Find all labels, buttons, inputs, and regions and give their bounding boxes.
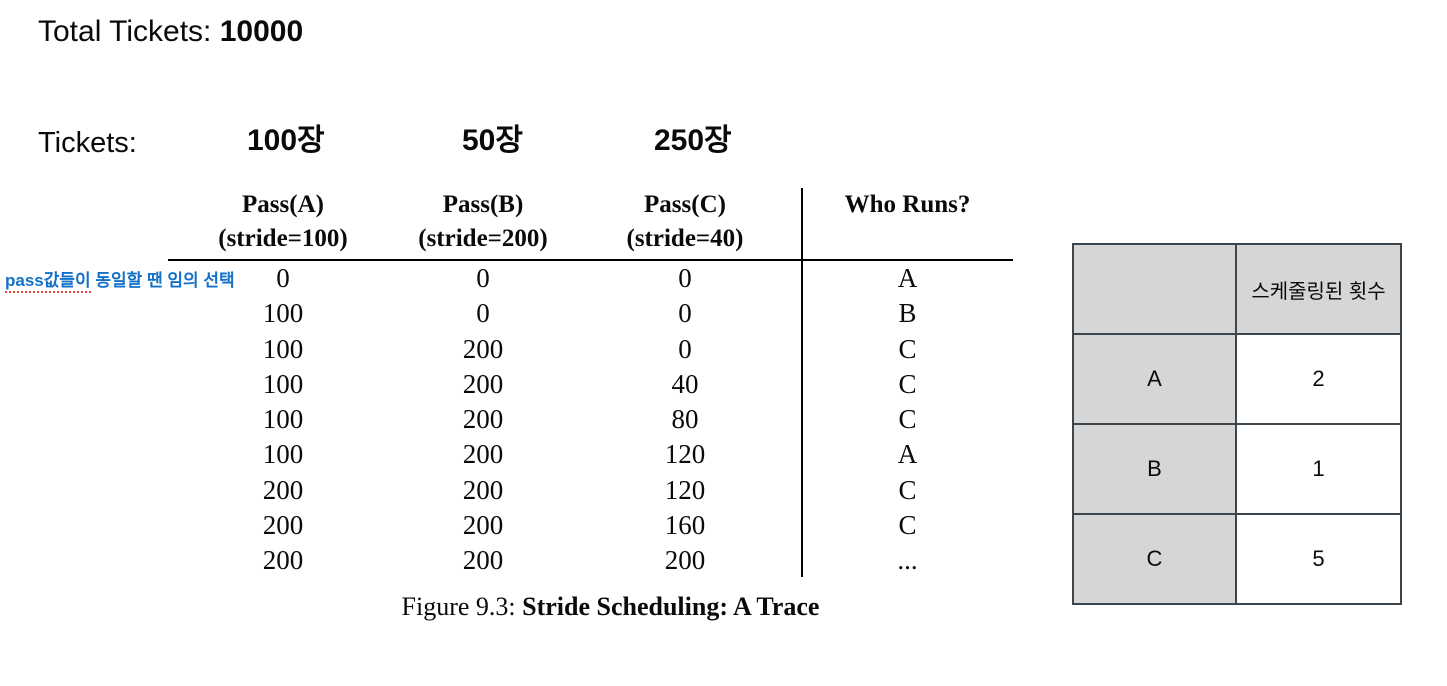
pass-b-value: 200 <box>462 474 504 505</box>
pass-c-value: 0 <box>678 298 692 329</box>
pass-b-stride: (stride=200) <box>418 225 548 252</box>
pass-a-stride: (stride=100) <box>218 225 348 252</box>
pass-a-value: 200 <box>262 510 304 541</box>
pass-c-title: Pass(C) <box>644 191 726 218</box>
trace-row: 100 0 0 B <box>168 296 1013 331</box>
annotation-underlined-word: pass값들이 <box>5 271 91 293</box>
pass-a-value: 100 <box>262 439 304 470</box>
who-runs-divider-line <box>801 188 803 577</box>
pass-b-value: 0 <box>476 263 490 293</box>
pass-b-value: 200 <box>462 439 504 470</box>
trace-row: 100 200 80 C <box>168 402 1013 437</box>
pass-c-value: 0 <box>678 333 692 364</box>
ticket-count-a: 100장 <box>247 124 325 157</box>
process-count: 5 <box>1235 513 1402 605</box>
trace-row: 200 200 200 ... <box>168 543 1013 578</box>
pass-a-value: 100 <box>262 333 304 364</box>
process-count: 2 <box>1235 333 1402 425</box>
ticket-count-b: 50장 <box>462 124 523 157</box>
pass-c-value: 200 <box>664 545 706 576</box>
pass-a-value: 100 <box>262 298 304 329</box>
figure-caption: Figure 9.3: Stride Scheduling: A Trace <box>168 592 1013 622</box>
pass-b-value: 200 <box>462 368 504 399</box>
trace-row: 100 200 0 C <box>168 332 1013 367</box>
pass-a-value: 200 <box>262 545 304 576</box>
col-header-pass-c: Pass(C) (stride=40) <box>568 186 802 259</box>
pass-b-value: 200 <box>462 510 504 541</box>
col-header-pass-a: Pass(A) (stride=100) <box>168 186 398 259</box>
tickets-label: Tickets: <box>38 127 137 159</box>
pass-a-value: 100 <box>262 368 304 399</box>
who-runs-value: A <box>897 263 918 293</box>
figure-caption-title: Stride Scheduling: A Trace <box>522 592 820 621</box>
schedule-row-b: B 1 <box>1072 423 1402 515</box>
stride-trace-figure: Pass(A) (stride=100) Pass(B) (stride=200… <box>168 186 1013 634</box>
pass-c-value: 80 <box>671 404 699 435</box>
schedule-row-c: C 5 <box>1072 513 1402 605</box>
annotation-rest: 동일할 땐 임의 선택 <box>90 271 235 290</box>
who-runs-value: C <box>898 404 917 435</box>
annotation-equal-pass-note: pass값들이 동일할 땐 임의 선택 <box>5 266 235 293</box>
total-tickets-line: Total Tickets: 10000 <box>38 12 303 52</box>
pass-c-value: 40 <box>671 368 699 399</box>
trace-row: 100 200 40 C <box>168 367 1013 402</box>
process-count: 1 <box>1235 423 1402 515</box>
pass-b-value: 200 <box>462 545 504 576</box>
pass-c-stride: (stride=40) <box>626 225 744 252</box>
total-tickets-value: 10000 <box>219 15 304 48</box>
schedule-row-a: A 2 <box>1072 333 1402 425</box>
pass-b-title: Pass(B) <box>442 191 524 218</box>
who-runs-value: C <box>898 333 917 364</box>
pass-c-value: 120 <box>664 474 706 505</box>
trace-row: 0 0 0 A <box>168 261 1013 296</box>
who-runs-value: C <box>898 510 917 541</box>
trace-header-row: Pass(A) (stride=100) Pass(B) (stride=200… <box>168 186 1013 259</box>
col-header-who-runs: Who Runs? <box>802 186 1013 259</box>
who-runs-value: ... <box>897 545 918 576</box>
pass-a-value: 200 <box>262 474 304 505</box>
schedule-count-table: 스케줄링된 횟수 A 2 B 1 C 5 <box>1072 243 1402 605</box>
process-name: B <box>1072 423 1237 515</box>
process-name: C <box>1072 513 1237 605</box>
trace-body: 0 0 0 A 100 0 0 B 100 200 0 C 100 200 40 <box>168 261 1013 579</box>
pass-b-value: 200 <box>462 333 504 364</box>
who-runs-value: B <box>898 298 917 329</box>
who-runs-value: A <box>897 439 918 470</box>
header-divider-line <box>168 259 1013 261</box>
ticket-count-c: 250장 <box>654 124 732 157</box>
pass-a-value: 100 <box>262 404 304 435</box>
pass-b-value: 0 <box>476 298 490 329</box>
trace-row: 200 200 120 C <box>168 473 1013 508</box>
process-name: A <box>1072 333 1237 425</box>
pass-b-value: 200 <box>462 404 504 435</box>
figure-caption-number: Figure 9.3: <box>401 592 523 621</box>
pass-c-value: 120 <box>664 439 706 470</box>
corner-empty-cell <box>1072 243 1237 335</box>
trace-row: 100 200 120 A <box>168 437 1013 472</box>
who-runs-value: C <box>898 474 917 505</box>
trace-row: 200 200 160 C <box>168 508 1013 543</box>
pass-a-value: 0 <box>276 263 290 293</box>
col-header-pass-b: Pass(B) (stride=200) <box>398 186 568 259</box>
who-runs-value: C <box>898 368 917 399</box>
pass-a-title: Pass(A) <box>242 191 324 218</box>
pass-c-value: 160 <box>664 510 706 541</box>
scheduled-count-header: 스케줄링된 횟수 <box>1235 243 1402 335</box>
pass-c-value: 0 <box>678 263 692 293</box>
who-runs-title: Who Runs? <box>844 191 971 218</box>
total-tickets-label: Total Tickets: <box>38 15 220 48</box>
schedule-header-row: 스케줄링된 횟수 <box>1072 243 1402 335</box>
